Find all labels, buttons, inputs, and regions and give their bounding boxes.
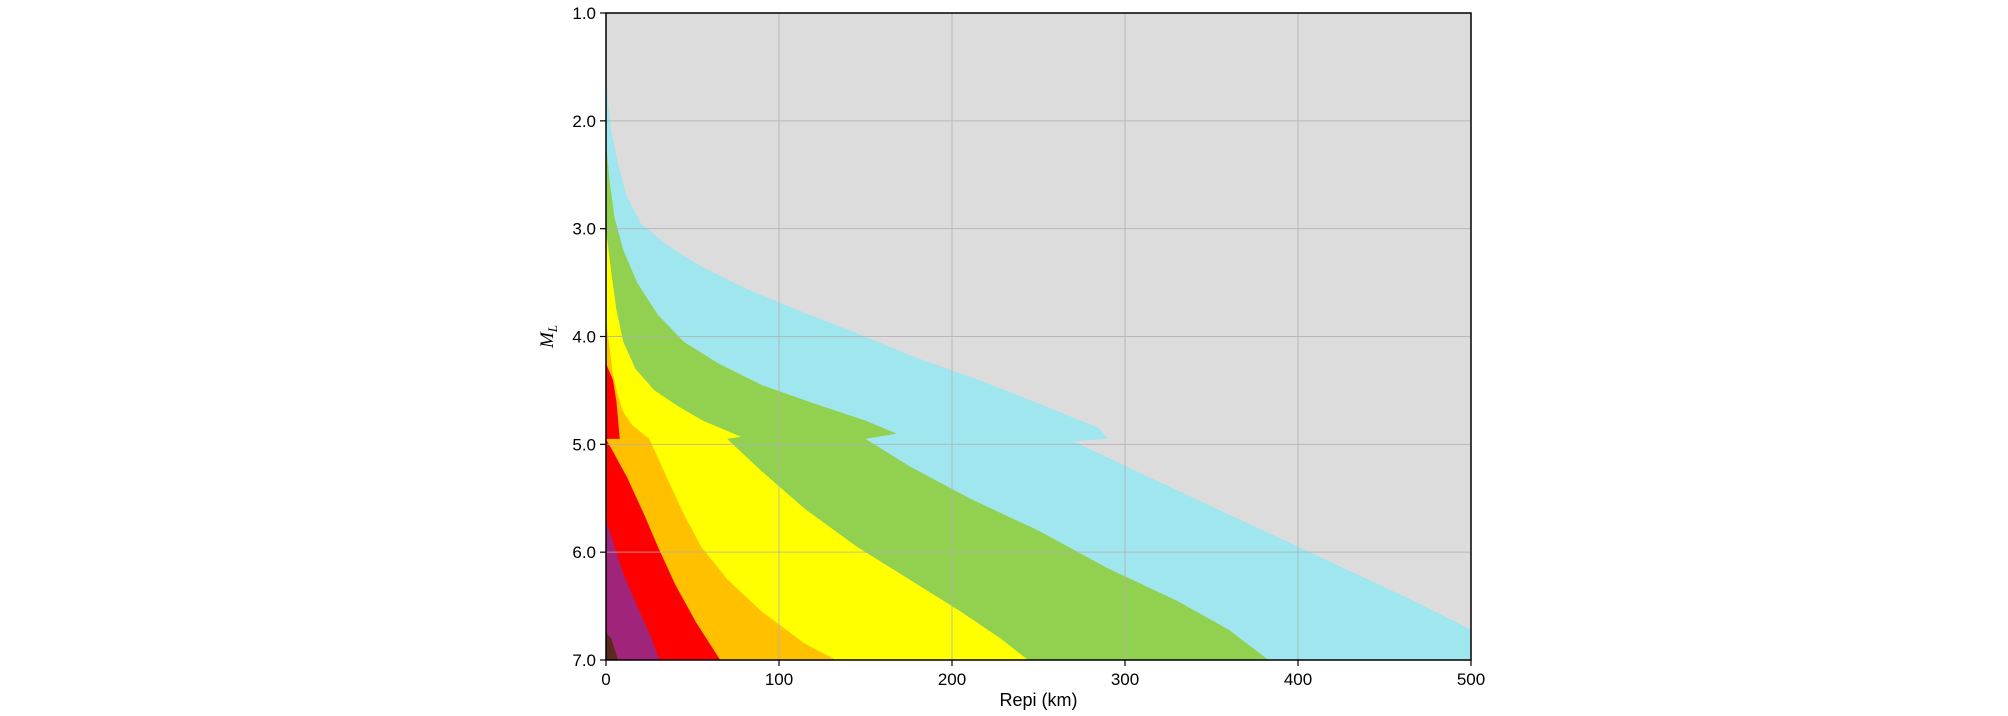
y-axis-label: ML: [537, 325, 560, 349]
x-tick-label-0: 0: [601, 670, 610, 689]
y-tick-label-5: 6.0: [572, 543, 596, 562]
y-axis-label-main: M: [537, 331, 558, 349]
region-red: [606, 363, 1471, 660]
x-tick-label-3: 300: [1111, 670, 1139, 689]
x-tick-label-2: 200: [938, 670, 966, 689]
y-tick-label-6: 7.0: [572, 651, 596, 670]
y-tick-label-3: 4.0: [572, 328, 596, 347]
y-axis-label-sub: L: [545, 325, 560, 333]
y-tick-label-2: 3.0: [572, 220, 596, 239]
x-axis-label: Repi (km): [999, 690, 1077, 710]
x-tick-label-1: 100: [765, 670, 793, 689]
x-tick-label-4: 400: [1284, 670, 1312, 689]
y-tick-label-0: 1.0: [572, 4, 596, 23]
x-tick-label-5: 500: [1457, 670, 1485, 689]
y-tick-label-1: 2.0: [572, 112, 596, 131]
y-axis-ticks: 1.0 2.0 3.0 4.0 5.0 6.0 7.0: [572, 4, 606, 670]
x-axis-ticks: 0 100 200 300 400 500: [601, 660, 1485, 689]
grid: [606, 13, 1471, 660]
y-tick-label-4: 5.0: [572, 435, 596, 454]
